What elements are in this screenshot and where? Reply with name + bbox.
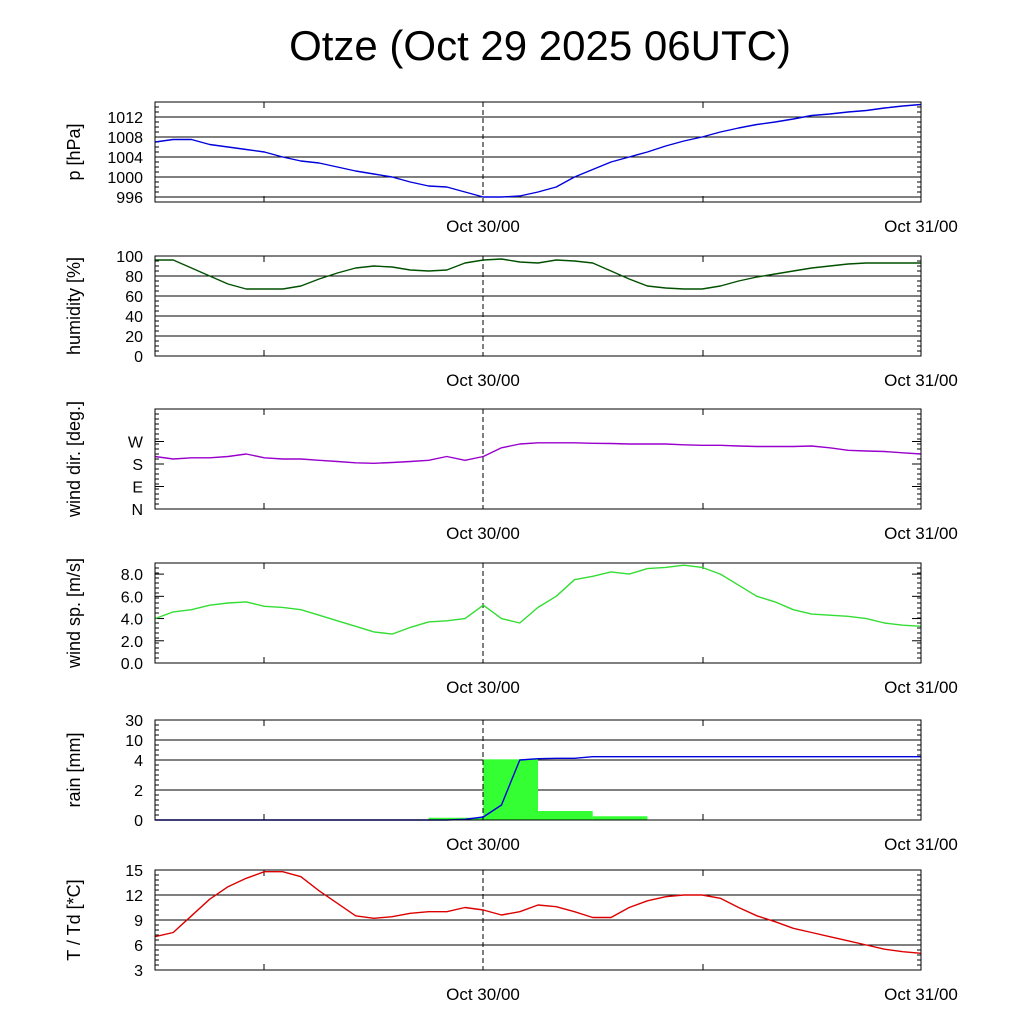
y-axis-label: wind dir. [deg.]	[64, 401, 84, 518]
y-tick-label: 10	[125, 733, 143, 750]
y-tick-label: N	[131, 502, 143, 519]
x-tick-label: Oct 30/00	[446, 524, 520, 543]
y-tick-label: 0	[134, 813, 143, 830]
panel-frame	[154, 869, 922, 971]
y-tick-label: 1000	[107, 170, 143, 187]
x-tick-label: Oct 31/00	[884, 678, 958, 697]
y-tick-label: 0.0	[121, 656, 143, 673]
y-axis-label: T / Td [*C]	[64, 879, 84, 960]
x-tick-label: Oct 31/00	[884, 524, 958, 543]
chart-title: Otze (Oct 29 2025 06UTC)	[289, 22, 791, 69]
y-axis-label: rain [mm]	[64, 732, 84, 807]
series-line-4-0	[155, 756, 921, 821]
x-tick-label: Oct 31/00	[884, 985, 958, 1004]
series-line-1-0	[155, 258, 921, 290]
series-line-2-0	[154, 442, 922, 464]
y-tick-label: 9	[134, 913, 143, 930]
y-tick-label: E	[132, 480, 143, 497]
y-tick-label: 1012	[107, 110, 143, 127]
panel-frame	[154, 562, 922, 664]
y-tick-label: 3	[134, 963, 143, 980]
x-tick-label: Oct 31/00	[884, 371, 958, 390]
series-line-3-0	[154, 564, 922, 635]
y-tick-label: 80	[125, 269, 143, 286]
y-tick-label: 15	[125, 863, 143, 880]
x-tick-label: Oct 30/00	[446, 678, 520, 697]
panel-0: 996 1000 1004 1008 1012 p [hPa] Oct 30/00 Oct 3…	[64, 101, 958, 236]
y-tick-label: 4	[134, 753, 143, 770]
y-tick-label: 30	[125, 713, 143, 730]
y-axis-label: humidity [%]	[64, 257, 84, 355]
y-tick-label: 0	[134, 349, 143, 366]
series-line-0-0	[154, 103, 922, 198]
series-line-5-0	[154, 871, 922, 954]
x-tick-label: Oct 31/00	[884, 835, 958, 854]
y-tick-label: 60	[125, 289, 143, 306]
panel-5: 3 6 9 12 15 T / Td [*C] Oct 30/00 Oct 31/00	[64, 863, 958, 1004]
panel-frame	[154, 101, 922, 203]
x-tick-label: Oct 31/00	[884, 217, 958, 236]
y-tick-label: 2.0	[121, 634, 143, 651]
y-axis-label: p [hPa]	[64, 123, 84, 180]
y-tick-label: 6.0	[121, 589, 143, 606]
y-tick-label: 4.0	[121, 612, 143, 629]
y-axis-label: wind sp. [m/s]	[64, 558, 84, 669]
x-tick-label: Oct 30/00	[446, 371, 520, 390]
y-tick-label: 1008	[107, 130, 143, 147]
y-tick-label: W	[128, 435, 144, 452]
y-tick-label: 100	[116, 249, 143, 266]
panel-frame	[154, 408, 922, 510]
y-tick-label: 8.0	[121, 567, 143, 584]
rain-bar-7	[538, 811, 593, 820]
y-tick-label: 6	[134, 938, 143, 955]
panel-1: 0 20 40 60 80 100 humidity [%] Oct 30/00 Oct 31/…	[64, 249, 958, 390]
panel-frame	[154, 255, 922, 357]
rain-bar-6	[483, 759, 538, 820]
y-tick-label: 1004	[107, 150, 143, 167]
y-tick-label: 2	[134, 783, 143, 800]
rain-bar-5	[428, 817, 484, 820]
x-tick-label: Oct 30/00	[446, 985, 520, 1004]
panel-4: 0 2 4 10 30 rain [mm] Oct 30/00 Oct 31/00	[64, 713, 958, 854]
y-tick-label: 12	[125, 888, 143, 905]
panel-3: 0.0 2.0 4.0 6.0 8.0 wind sp. [m/s] Oct 30/00 Oc…	[64, 558, 958, 697]
rain-bar-8	[592, 816, 648, 820]
x-tick-label: Oct 30/00	[446, 217, 520, 236]
y-tick-label: 996	[116, 190, 143, 207]
y-tick-label: 20	[125, 329, 143, 346]
y-tick-label: 40	[125, 309, 143, 326]
y-tick-label: S	[132, 457, 143, 474]
x-tick-label: Oct 30/00	[446, 835, 520, 854]
panel-frame	[154, 719, 922, 821]
